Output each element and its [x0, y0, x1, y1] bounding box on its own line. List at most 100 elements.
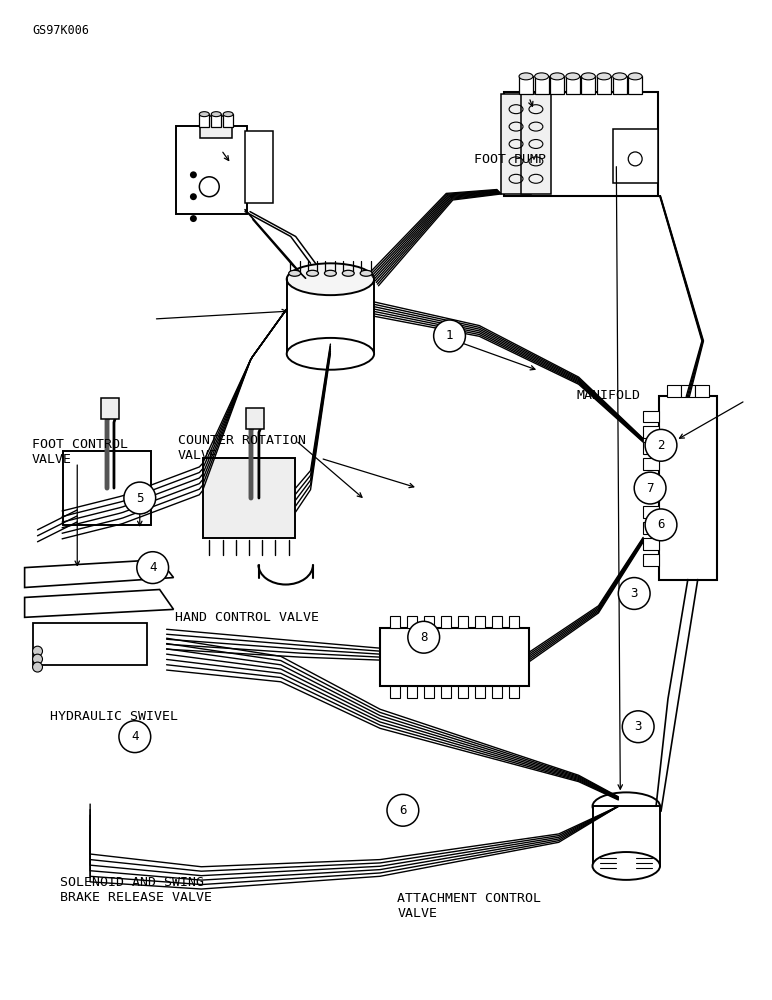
- Text: 7: 7: [646, 482, 654, 495]
- Circle shape: [387, 794, 418, 826]
- Ellipse shape: [306, 270, 319, 276]
- Circle shape: [190, 193, 197, 200]
- Text: 4: 4: [131, 730, 138, 743]
- Ellipse shape: [324, 270, 337, 276]
- Text: FOOT PUMP: FOOT PUMP: [474, 153, 546, 166]
- Bar: [390, 616, 400, 628]
- Bar: [597, 76, 611, 94]
- Bar: [492, 616, 502, 628]
- Bar: [380, 628, 529, 686]
- Text: 2: 2: [657, 439, 665, 452]
- Bar: [203, 458, 295, 538]
- Bar: [475, 686, 485, 698]
- Ellipse shape: [597, 73, 611, 80]
- Ellipse shape: [628, 73, 642, 80]
- Bar: [643, 474, 659, 486]
- Bar: [199, 114, 209, 127]
- Polygon shape: [25, 560, 174, 588]
- Ellipse shape: [342, 270, 354, 276]
- Bar: [509, 686, 519, 698]
- Bar: [501, 94, 531, 194]
- Bar: [681, 385, 695, 397]
- Circle shape: [119, 721, 151, 753]
- Circle shape: [137, 552, 168, 584]
- Text: ATTACHMENT CONTROL
VALVE: ATTACHMENT CONTROL VALVE: [398, 892, 541, 920]
- Text: 6: 6: [657, 518, 665, 531]
- Circle shape: [408, 621, 439, 653]
- Bar: [643, 538, 659, 550]
- Bar: [503, 92, 658, 196]
- Bar: [33, 623, 147, 665]
- Circle shape: [622, 711, 654, 743]
- Bar: [695, 385, 709, 397]
- Ellipse shape: [592, 852, 660, 880]
- Bar: [407, 616, 417, 628]
- Bar: [201, 116, 232, 138]
- Text: 1: 1: [445, 329, 453, 342]
- Circle shape: [434, 320, 466, 352]
- Ellipse shape: [535, 73, 549, 80]
- Bar: [458, 616, 468, 628]
- Bar: [475, 616, 485, 628]
- Text: HYDRAULIC SWIVEL: HYDRAULIC SWIVEL: [50, 710, 178, 723]
- Text: COUNTER ROTATION
VALVE: COUNTER ROTATION VALVE: [178, 434, 306, 462]
- Ellipse shape: [613, 73, 627, 80]
- Bar: [566, 76, 580, 94]
- Circle shape: [190, 215, 197, 222]
- Bar: [643, 522, 659, 534]
- Bar: [659, 396, 716, 580]
- Text: FOOT CONTROL
VALVE: FOOT CONTROL VALVE: [32, 438, 128, 466]
- Text: 4: 4: [149, 561, 157, 574]
- Circle shape: [645, 429, 677, 461]
- Ellipse shape: [286, 338, 374, 370]
- Bar: [613, 76, 627, 94]
- Bar: [643, 410, 659, 422]
- Bar: [581, 76, 595, 94]
- Circle shape: [32, 646, 42, 656]
- Bar: [643, 426, 659, 438]
- Bar: [628, 76, 642, 94]
- Text: 8: 8: [420, 631, 428, 644]
- Bar: [643, 442, 659, 454]
- Bar: [424, 616, 434, 628]
- Bar: [643, 458, 659, 470]
- Text: GS97K006: GS97K006: [32, 24, 89, 37]
- Bar: [246, 408, 264, 429]
- Bar: [424, 686, 434, 698]
- Bar: [407, 686, 417, 698]
- Ellipse shape: [289, 270, 300, 276]
- Bar: [63, 451, 151, 525]
- Ellipse shape: [212, 112, 222, 117]
- Ellipse shape: [566, 73, 580, 80]
- Circle shape: [32, 654, 42, 664]
- Bar: [175, 126, 247, 214]
- Bar: [521, 94, 550, 194]
- Circle shape: [635, 472, 666, 504]
- Text: SOLENOID AND SWING
BRAKE RELEASE VALVE: SOLENOID AND SWING BRAKE RELEASE VALVE: [60, 876, 212, 904]
- Bar: [643, 554, 659, 566]
- Text: 3: 3: [635, 720, 642, 733]
- Ellipse shape: [592, 792, 660, 820]
- Bar: [212, 114, 222, 127]
- Circle shape: [645, 509, 677, 541]
- Bar: [535, 76, 549, 94]
- Ellipse shape: [199, 112, 209, 117]
- Bar: [667, 385, 681, 397]
- Circle shape: [190, 171, 197, 178]
- Ellipse shape: [581, 73, 595, 80]
- Bar: [245, 131, 273, 203]
- Circle shape: [618, 578, 650, 609]
- Text: 3: 3: [631, 587, 638, 600]
- Text: MANIFOLD: MANIFOLD: [576, 389, 640, 402]
- Bar: [492, 686, 502, 698]
- Bar: [223, 114, 233, 127]
- Bar: [390, 686, 400, 698]
- Ellipse shape: [519, 73, 533, 80]
- Bar: [643, 506, 659, 518]
- Ellipse shape: [223, 112, 233, 117]
- Bar: [101, 398, 119, 419]
- Circle shape: [124, 482, 156, 514]
- Bar: [550, 76, 564, 94]
- Bar: [441, 616, 451, 628]
- Bar: [509, 616, 519, 628]
